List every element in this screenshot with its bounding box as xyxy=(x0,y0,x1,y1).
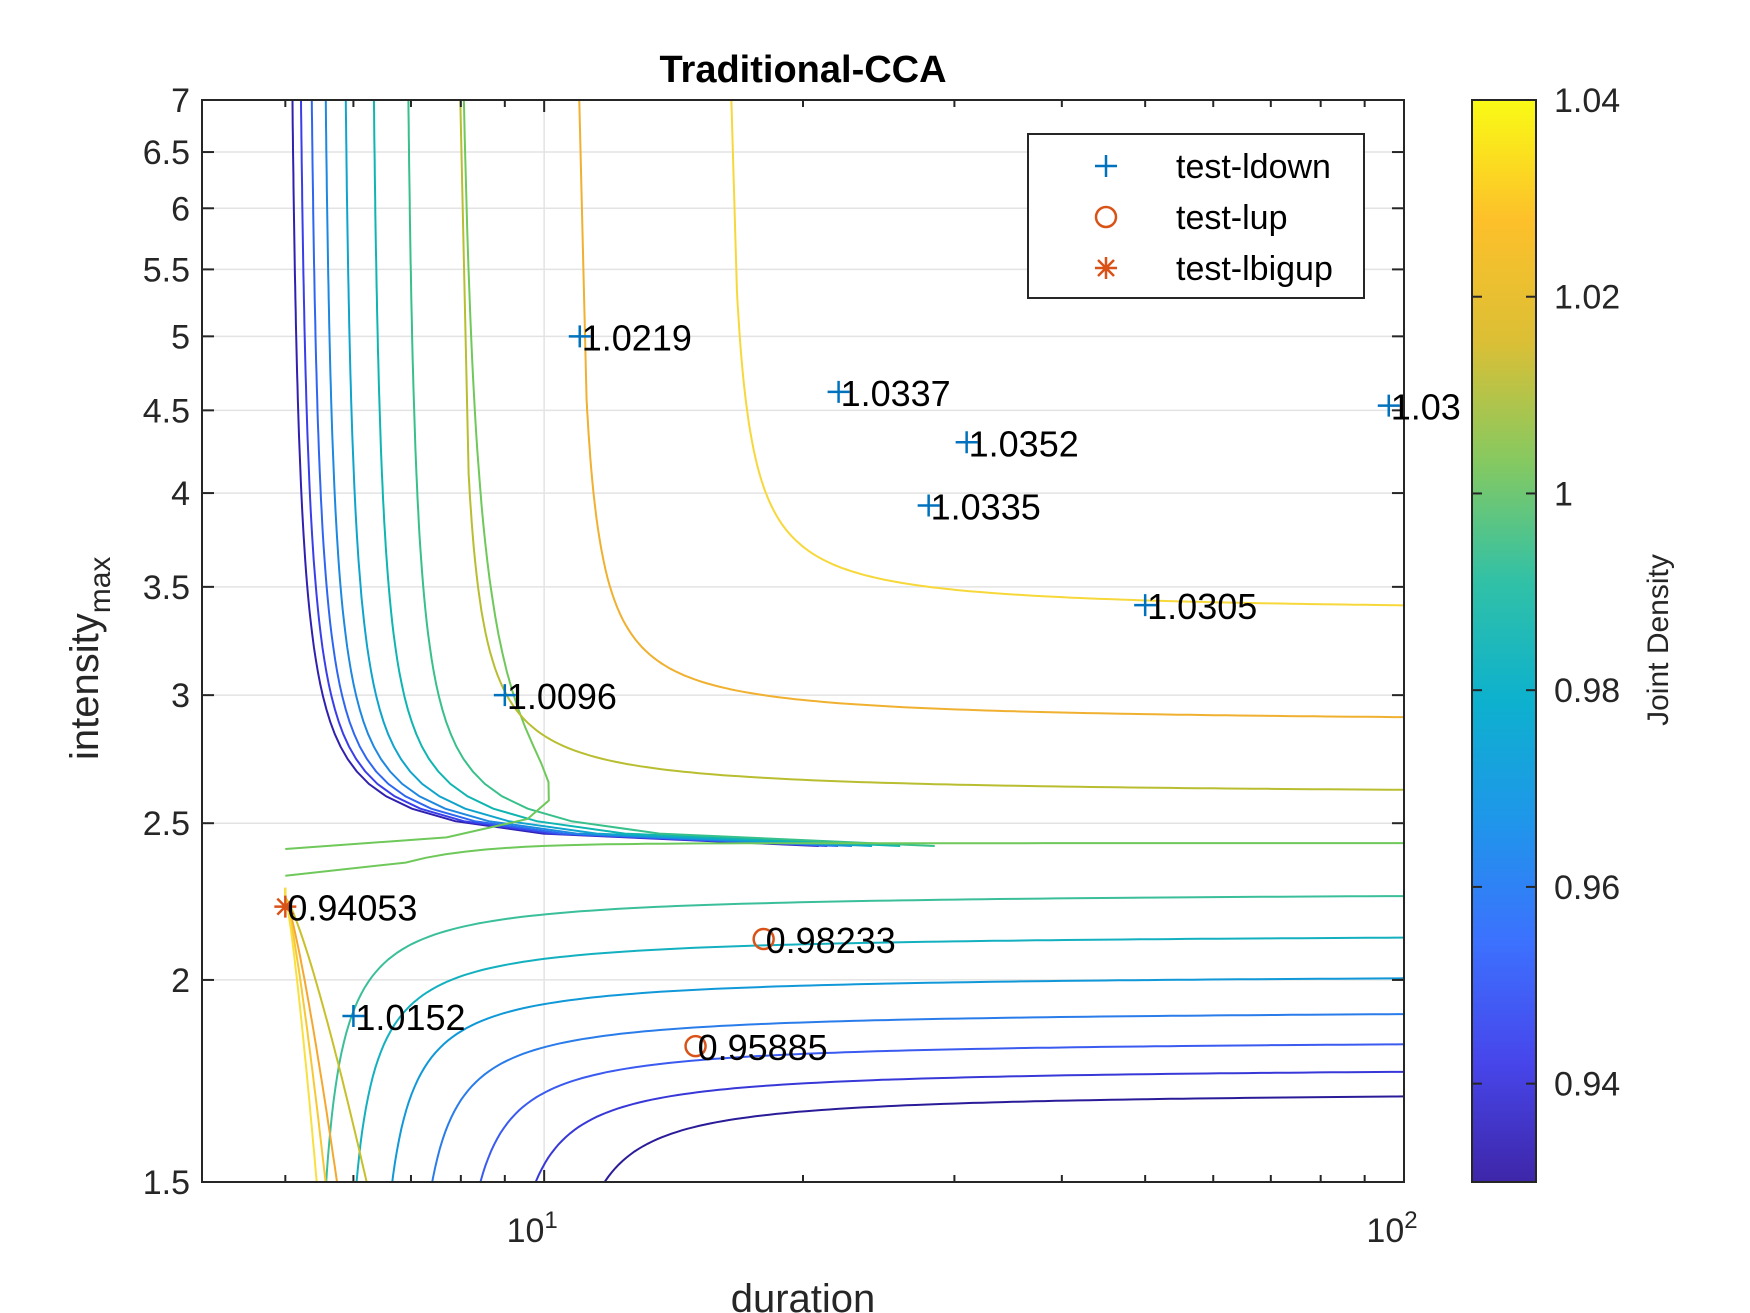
y-tick-label: 4 xyxy=(171,475,190,513)
marker-circle xyxy=(752,927,775,951)
x-tick-label-base: 10 xyxy=(507,1212,545,1250)
contour-line xyxy=(730,100,1404,607)
chart-title: Traditional-CCA xyxy=(659,49,946,91)
contour-line xyxy=(285,842,1404,877)
data-label: 1.0219 xyxy=(582,317,692,358)
x-tick-label: 102 xyxy=(1366,1207,1417,1250)
marker-plus xyxy=(342,1004,365,1027)
contour-line xyxy=(534,1070,1404,1182)
marker-plus xyxy=(1134,594,1157,617)
y-axis-label-main: intensity xyxy=(63,613,107,760)
contour-line xyxy=(284,887,339,1182)
y-tick-label: 6.5 xyxy=(143,134,190,172)
contour-line xyxy=(372,100,901,847)
data-label: 1.0305 xyxy=(1147,586,1257,627)
legend-marker-plus xyxy=(1095,155,1117,177)
legend: test-ldown test-lup test-lbigup xyxy=(1027,133,1365,299)
plot-frame xyxy=(201,99,1405,1183)
contour-line xyxy=(431,1013,1404,1182)
contour-line xyxy=(391,977,1404,1182)
contour-line xyxy=(324,100,853,847)
y-tick-label: 7 xyxy=(171,82,190,120)
contour-line xyxy=(355,936,1404,1182)
data-label: 0.98233 xyxy=(766,920,896,961)
contour-line xyxy=(300,100,828,847)
y-tick-label: 4.5 xyxy=(143,392,190,430)
colorbar-label: Joint Density xyxy=(1642,554,1675,726)
data-label: 1.0152 xyxy=(355,997,465,1038)
contour-line xyxy=(310,100,839,847)
colorbar: 0.94 0.96 0.98 1 1.02 1.04 xyxy=(1471,82,1620,1183)
contour-line xyxy=(284,887,327,1182)
y-tick-labels: 1.5 2 2.5 3 3.5 4 4.5 5 5.5 6 6.5 7 xyxy=(143,82,190,1202)
y-tick-label: 5 xyxy=(171,318,190,356)
data-label: 1.0335 xyxy=(931,486,1041,527)
legend-label: test-lup xyxy=(1176,199,1288,237)
data-label: 1.0096 xyxy=(507,676,617,717)
marker-plus xyxy=(568,325,591,348)
data-label: 0.94053 xyxy=(287,888,417,929)
contour-line xyxy=(291,100,819,847)
y-axis-label: intensitymax xyxy=(63,557,117,760)
x-axis-label: duration xyxy=(731,1277,876,1313)
marker-plus xyxy=(917,494,940,517)
data-label: 0.95885 xyxy=(698,1027,828,1068)
legend-marker-circle xyxy=(1094,205,1118,229)
marker-circle xyxy=(684,1034,707,1058)
colorbar-tick-label: 1 xyxy=(1554,475,1573,513)
colorbar-tick-label: 1.02 xyxy=(1554,279,1620,317)
colorbar-tick-label: 0.96 xyxy=(1554,869,1620,907)
y-tick-label: 2.5 xyxy=(143,805,190,843)
x-tick-label-exponent: 2 xyxy=(1404,1207,1417,1234)
marker-plus xyxy=(493,684,516,707)
y-tick-label: 6 xyxy=(171,190,190,228)
marker-plus xyxy=(955,431,978,454)
data-label: 1.0352 xyxy=(969,423,1079,464)
legend-label: test-ldown xyxy=(1176,148,1331,186)
contour-lines xyxy=(284,100,1404,1182)
data-markers: 1.0219 1.0337 1.0352 1.0335 1.0305 1.03 1.0096… xyxy=(274,317,1461,1068)
y-tick-label: 3.5 xyxy=(143,569,190,607)
x-tick-label: 101 xyxy=(507,1207,558,1250)
data-label: 1.03 xyxy=(1391,387,1461,428)
contour-line xyxy=(459,100,1404,791)
y-tick-label: 2 xyxy=(171,962,190,1000)
contour-line xyxy=(285,100,550,850)
marker-plus xyxy=(1377,394,1400,417)
y-axis-label-subscript: max xyxy=(84,557,117,614)
x-tick-labels: 101 102 xyxy=(507,1207,1418,1250)
x-tick-label-exponent: 1 xyxy=(544,1207,557,1234)
legend-box xyxy=(1027,133,1365,299)
colorbar-tick-label: 0.94 xyxy=(1554,1066,1620,1104)
contour-line xyxy=(284,887,318,1182)
marker-asterisk xyxy=(274,895,297,918)
contour-line xyxy=(479,1043,1404,1182)
legend-label: test-lbigup xyxy=(1176,250,1333,288)
x-tick-label-base: 10 xyxy=(1366,1212,1404,1250)
marker-plus xyxy=(827,380,850,403)
contour-line xyxy=(407,100,935,847)
colorbar-tick-label: 1.04 xyxy=(1554,82,1620,120)
contour-line xyxy=(284,887,368,1182)
colorbar-scale xyxy=(1471,99,1537,1183)
colorbar-tick-label: 0.98 xyxy=(1554,672,1620,710)
contour-line xyxy=(578,100,1404,719)
y-tick-label: 3 xyxy=(171,677,190,715)
data-label: 1.0337 xyxy=(841,373,951,414)
contour-line xyxy=(344,100,873,847)
y-tick-label: 5.5 xyxy=(143,251,190,289)
contour-line xyxy=(603,1095,1404,1182)
y-tick-label: 1.5 xyxy=(143,1164,190,1202)
legend-marker-asterisk xyxy=(1095,257,1117,279)
